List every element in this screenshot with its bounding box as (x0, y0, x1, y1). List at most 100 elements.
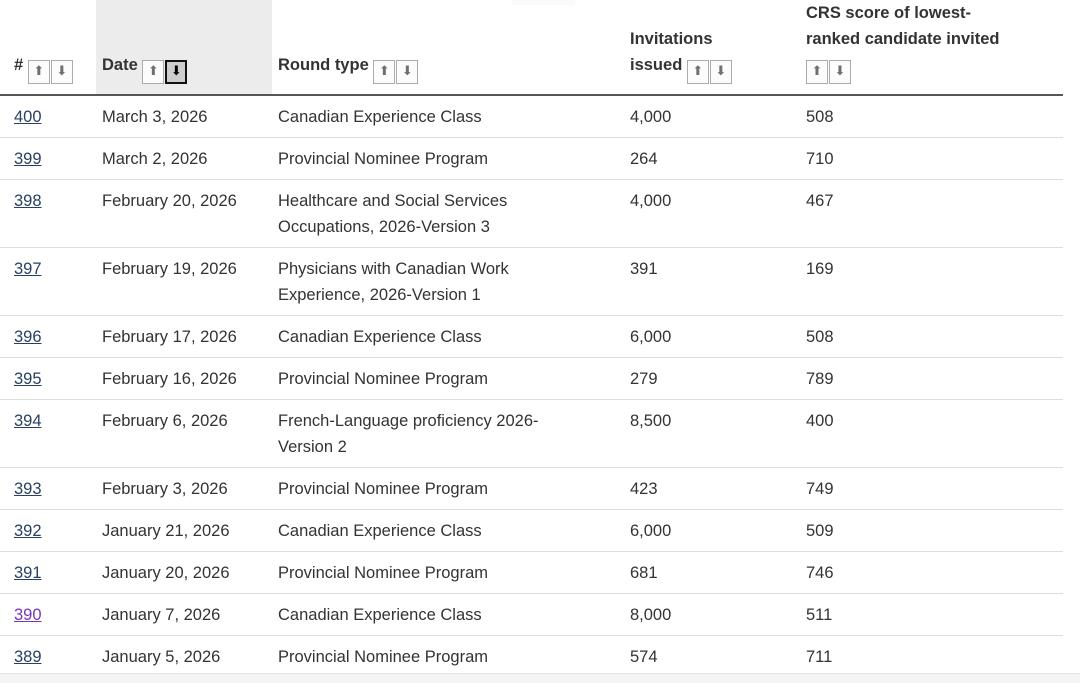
round-type-cell: French-Language proficiency 2026-Version… (272, 399, 624, 468)
invitations-issued: 6,000 (630, 327, 672, 346)
column-header-date: Date ⬆ ⬇ (96, 0, 272, 96)
table-row: 398 February 20, 2026 Healthcare and Socia… (0, 179, 1063, 248)
round-number-link[interactable]: 392 (14, 521, 42, 540)
crs-score: 789 (806, 369, 834, 388)
round-type: Provincial Nominee Program (278, 369, 488, 388)
round-date-cell: January 5, 2026 (96, 635, 272, 678)
round-number-link[interactable]: 396 (14, 327, 42, 346)
round-number-link[interactable]: 393 (14, 479, 42, 498)
round-date: February 16, 2026 (102, 369, 237, 388)
sort-ascending-button[interactable]: ⬆ (806, 59, 828, 84)
crs-score-cell: 467 (800, 179, 1063, 248)
sort-ascending-button[interactable]: ⬆ (27, 59, 50, 84)
table-row: 390 January 7, 2026 Canadian Experience Cl… (0, 593, 1063, 636)
round-date: January 21, 2026 (102, 521, 230, 540)
sort-descending-button[interactable]: ⬇ (396, 59, 419, 84)
round-date: February 6, 2026 (102, 411, 228, 430)
round-date-cell: January 20, 2026 (96, 551, 272, 594)
crs-score: 749 (806, 479, 834, 498)
invitations-issued-cell: 8,500 (624, 399, 800, 468)
sort-controls: ⬆ ⬇ (27, 59, 73, 84)
round-date-cell: January 7, 2026 (96, 593, 272, 636)
round-date-cell: January 21, 2026 (96, 509, 272, 552)
round-date: March 2, 2026 (102, 149, 208, 168)
arrow-down-icon: ⬇ (401, 64, 413, 79)
invitations-issued-cell: 391 (624, 247, 800, 316)
invitations-issued: 4,000 (630, 107, 672, 126)
table-row: 400 March 3, 2026 Canadian Experience Clas… (0, 94, 1063, 138)
round-number-link[interactable]: 394 (14, 411, 42, 430)
column-label: CRS score of lowest-ranked candidate inv… (806, 4, 1000, 48)
round-type: Canadian Experience Class (278, 605, 482, 624)
round-number-link[interactable]: 399 (14, 149, 42, 168)
round-number-link[interactable]: 398 (14, 191, 42, 210)
sort-controls: ⬆ ⬇ (142, 59, 188, 84)
round-number-link[interactable]: 395 (14, 369, 42, 388)
invitations-issued: 264 (630, 149, 658, 168)
table-row: 399 March 2, 2026 Provincial Nominee Progr… (0, 137, 1063, 180)
round-type-cell: Provincial Nominee Program (272, 635, 624, 678)
round-type: Provincial Nominee Program (278, 149, 488, 168)
round-number-link[interactable]: 391 (14, 563, 42, 582)
sort-descending-button[interactable]: ⬇ (709, 59, 732, 84)
table-row: 397 February 19, 2026 Physicians with Cana… (0, 247, 1063, 316)
table-row: 395 February 16, 2026 Provincial Nominee P… (0, 357, 1063, 400)
crs-score: 746 (806, 563, 834, 582)
round-date: January 5, 2026 (102, 647, 221, 666)
invitations-issued: 6,000 (630, 521, 672, 540)
table-row: 389 January 5, 2026 Provincial Nominee Pro… (0, 635, 1063, 678)
round-number-link[interactable]: 389 (14, 647, 42, 666)
table-row: 393 February 3, 2026 Provincial Nominee Pr… (0, 467, 1063, 510)
arrow-up-icon: ⬆ (811, 64, 823, 79)
crs-score: 508 (806, 327, 834, 346)
table-row: 394 February 6, 2026 French-Language profi… (0, 399, 1063, 468)
round-date: February 3, 2026 (102, 479, 228, 498)
round-type: Canadian Experience Class (278, 521, 482, 540)
column-header-crs-score: CRS score of lowest-ranked candidate inv… (800, 0, 1063, 96)
invitations-issued: 391 (630, 259, 658, 278)
sort-descending-button[interactable]: ⬇ (50, 59, 73, 84)
sort-ascending-button[interactable]: ⬆ (686, 59, 709, 84)
sort-descending-button[interactable]: ⬇ (829, 59, 851, 84)
crs-score-cell: 710 (800, 137, 1063, 180)
round-type: Provincial Nominee Program (278, 479, 488, 498)
round-number-link[interactable]: 400 (14, 107, 42, 126)
round-type: Provincial Nominee Program (278, 647, 488, 666)
crs-score-cell: 400 (800, 399, 1063, 468)
invitations-issued: 8,500 (630, 411, 672, 430)
round-type-cell: Healthcare and Social Services Occupatio… (272, 179, 624, 248)
invitations-issued-cell: 279 (624, 357, 800, 400)
round-date-cell: March 3, 2026 (96, 94, 272, 138)
round-type: Healthcare and Social Services Occupatio… (278, 191, 508, 236)
crs-score: 711 (806, 647, 833, 666)
round-date-cell: February 3, 2026 (96, 467, 272, 510)
column-header-number: # ⬆ ⬇ (0, 0, 96, 96)
arrow-down-icon: ⬇ (170, 64, 182, 79)
arrow-up-icon: ⬆ (33, 64, 45, 79)
round-number-link[interactable]: 390 (14, 605, 42, 624)
round-date: February 17, 2026 (102, 327, 237, 346)
round-number-cell: 390 (0, 593, 96, 636)
column-label: Round type (278, 56, 369, 74)
crs-score: 710 (806, 149, 834, 168)
crs-score-cell: 789 (800, 357, 1063, 400)
round-number-cell: 389 (0, 635, 96, 678)
table-row: 396 February 17, 2026 Canadian Experience … (0, 315, 1063, 358)
invitations-issued-cell: 6,000 (624, 315, 800, 358)
round-number-link[interactable]: 397 (14, 259, 42, 278)
invitations-issued-cell: 4,000 (624, 179, 800, 248)
round-date: March 3, 2026 (102, 107, 208, 126)
round-date-cell: February 20, 2026 (96, 179, 272, 248)
crs-score-cell: 169 (800, 247, 1063, 316)
column-label: Invitations issued (630, 30, 713, 74)
round-date-cell: February 6, 2026 (96, 399, 272, 468)
column-header-round-type: Round type ⬆ ⬇ (272, 0, 624, 96)
sort-ascending-button[interactable]: ⬆ (373, 59, 396, 84)
crs-score: 400 (806, 411, 834, 430)
crs-score-cell: 509 (800, 509, 1063, 552)
sort-descending-button[interactable]: ⬇ (165, 59, 188, 84)
arrow-down-icon: ⬇ (834, 64, 846, 79)
sort-ascending-button[interactable]: ⬆ (142, 59, 165, 84)
round-type: Canadian Experience Class (278, 327, 482, 346)
